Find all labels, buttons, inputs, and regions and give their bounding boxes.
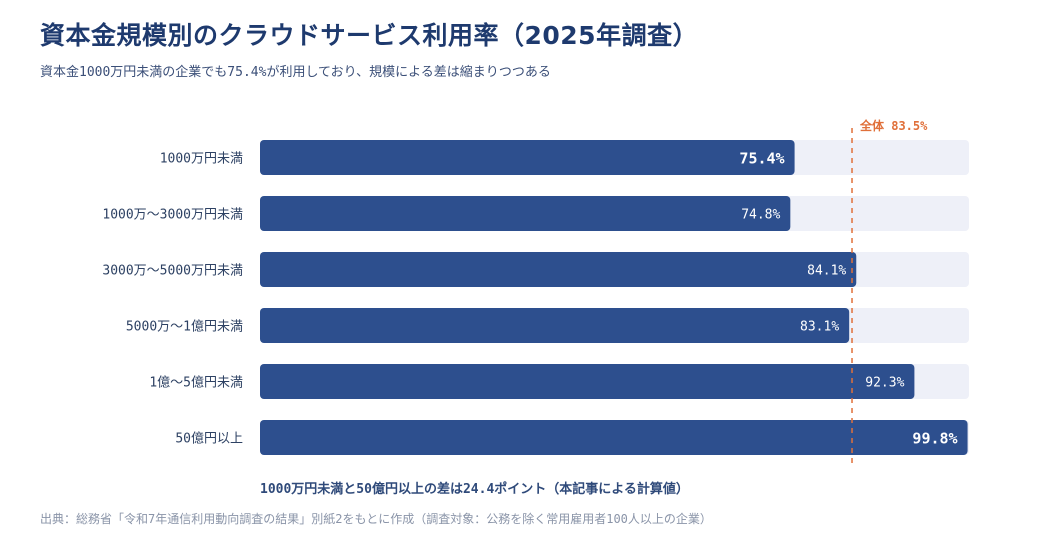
bar xyxy=(260,140,795,175)
chart-title: 資本金規模別のクラウドサービス利用率（2025年調査） xyxy=(40,21,699,50)
category-label: 1億〜5億円未満 xyxy=(149,375,243,391)
difference-note: 1000万円未満と50億円以上の差は24.4ポイント（本記事による計算値） xyxy=(260,482,689,497)
value-label: 99.8% xyxy=(912,430,957,448)
value-label: 92.3% xyxy=(865,376,904,391)
category-label: 1000万〜3000万円未満 xyxy=(102,208,243,223)
bar xyxy=(260,196,791,231)
reference-label: 全体 83.5% xyxy=(859,118,928,133)
bar xyxy=(260,364,915,399)
category-label: 3000万〜5000万円未満 xyxy=(102,264,243,279)
bar xyxy=(260,252,857,287)
value-label: 74.8% xyxy=(741,208,780,223)
value-label: 83.1% xyxy=(800,320,839,335)
category-label: 1000万円未満 xyxy=(160,152,243,167)
bar xyxy=(260,420,968,455)
category-label: 50億円以上 xyxy=(175,431,243,447)
value-label: 84.1% xyxy=(807,264,846,279)
value-label: 75.4% xyxy=(739,150,784,168)
category-label: 5000万〜1億円未満 xyxy=(126,319,243,335)
bar xyxy=(260,308,850,343)
chart-subtitle: 資本金1000万円未満の企業でも75.4%が利用しており、規模による差は縮まりつ… xyxy=(40,65,551,80)
source-note: 出典：総務省「令和7年通信利用動向調査の結果」別紙2をもとに作成（調査対象：公務… xyxy=(40,512,712,526)
